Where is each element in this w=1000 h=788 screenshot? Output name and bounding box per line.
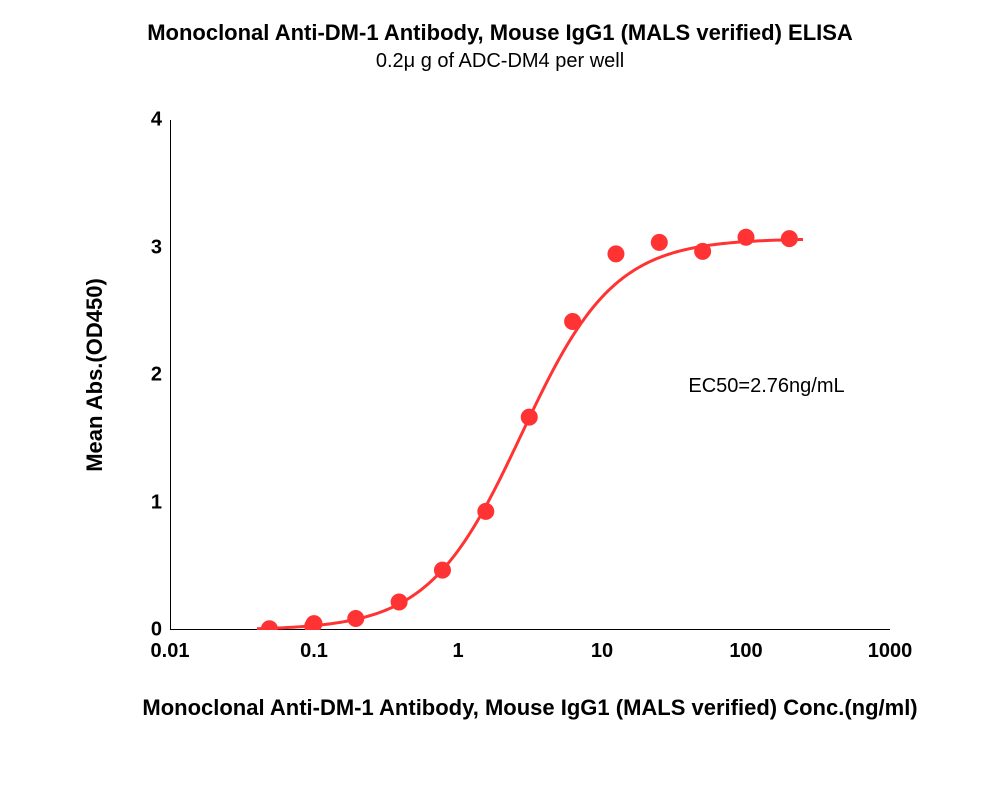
x-tick-label: 0.01 xyxy=(151,640,190,663)
data-point xyxy=(781,231,797,247)
data-point xyxy=(608,246,624,262)
data-point xyxy=(521,409,537,425)
y-tick-label: 0 xyxy=(151,619,162,642)
y-tick-label: 4 xyxy=(151,109,162,132)
x-tick-label: 0.1 xyxy=(300,640,328,663)
y-tick-label: 2 xyxy=(151,364,162,387)
chart-title: Monoclonal Anti-DM-1 Antibody, Mouse IgG… xyxy=(0,20,1000,46)
ec50-annotation: EC50=2.76ng/mL xyxy=(688,375,844,398)
chart-subtitle: 0.2μ g of ADC-DM4 per well xyxy=(0,50,1000,73)
fitted-curve xyxy=(257,239,803,628)
x-axis-label: Monoclonal Anti-DM-1 Antibody, Mouse IgG… xyxy=(142,695,917,721)
x-tick-label: 10 xyxy=(591,640,613,663)
x-tick-label: 1 xyxy=(452,640,463,663)
data-point xyxy=(695,243,711,259)
data-point xyxy=(478,503,494,519)
data-point xyxy=(261,621,277,630)
x-tick-label: 1000 xyxy=(868,640,913,663)
x-tick-label: 100 xyxy=(729,640,762,663)
data-point xyxy=(391,594,407,610)
data-point xyxy=(306,616,322,630)
data-point xyxy=(651,234,667,250)
data-point xyxy=(434,562,450,578)
y-axis-label: Mean Abs.(OD450) xyxy=(82,278,108,472)
y-tick-label: 1 xyxy=(151,491,162,514)
y-tick-label: 3 xyxy=(151,236,162,259)
elisa-chart: Monoclonal Anti-DM-1 Antibody, Mouse IgG… xyxy=(0,0,1000,788)
data-point xyxy=(348,611,364,627)
chart-title-block: Monoclonal Anti-DM-1 Antibody, Mouse IgG… xyxy=(0,20,1000,73)
data-point xyxy=(565,313,581,329)
data-point xyxy=(738,229,754,245)
